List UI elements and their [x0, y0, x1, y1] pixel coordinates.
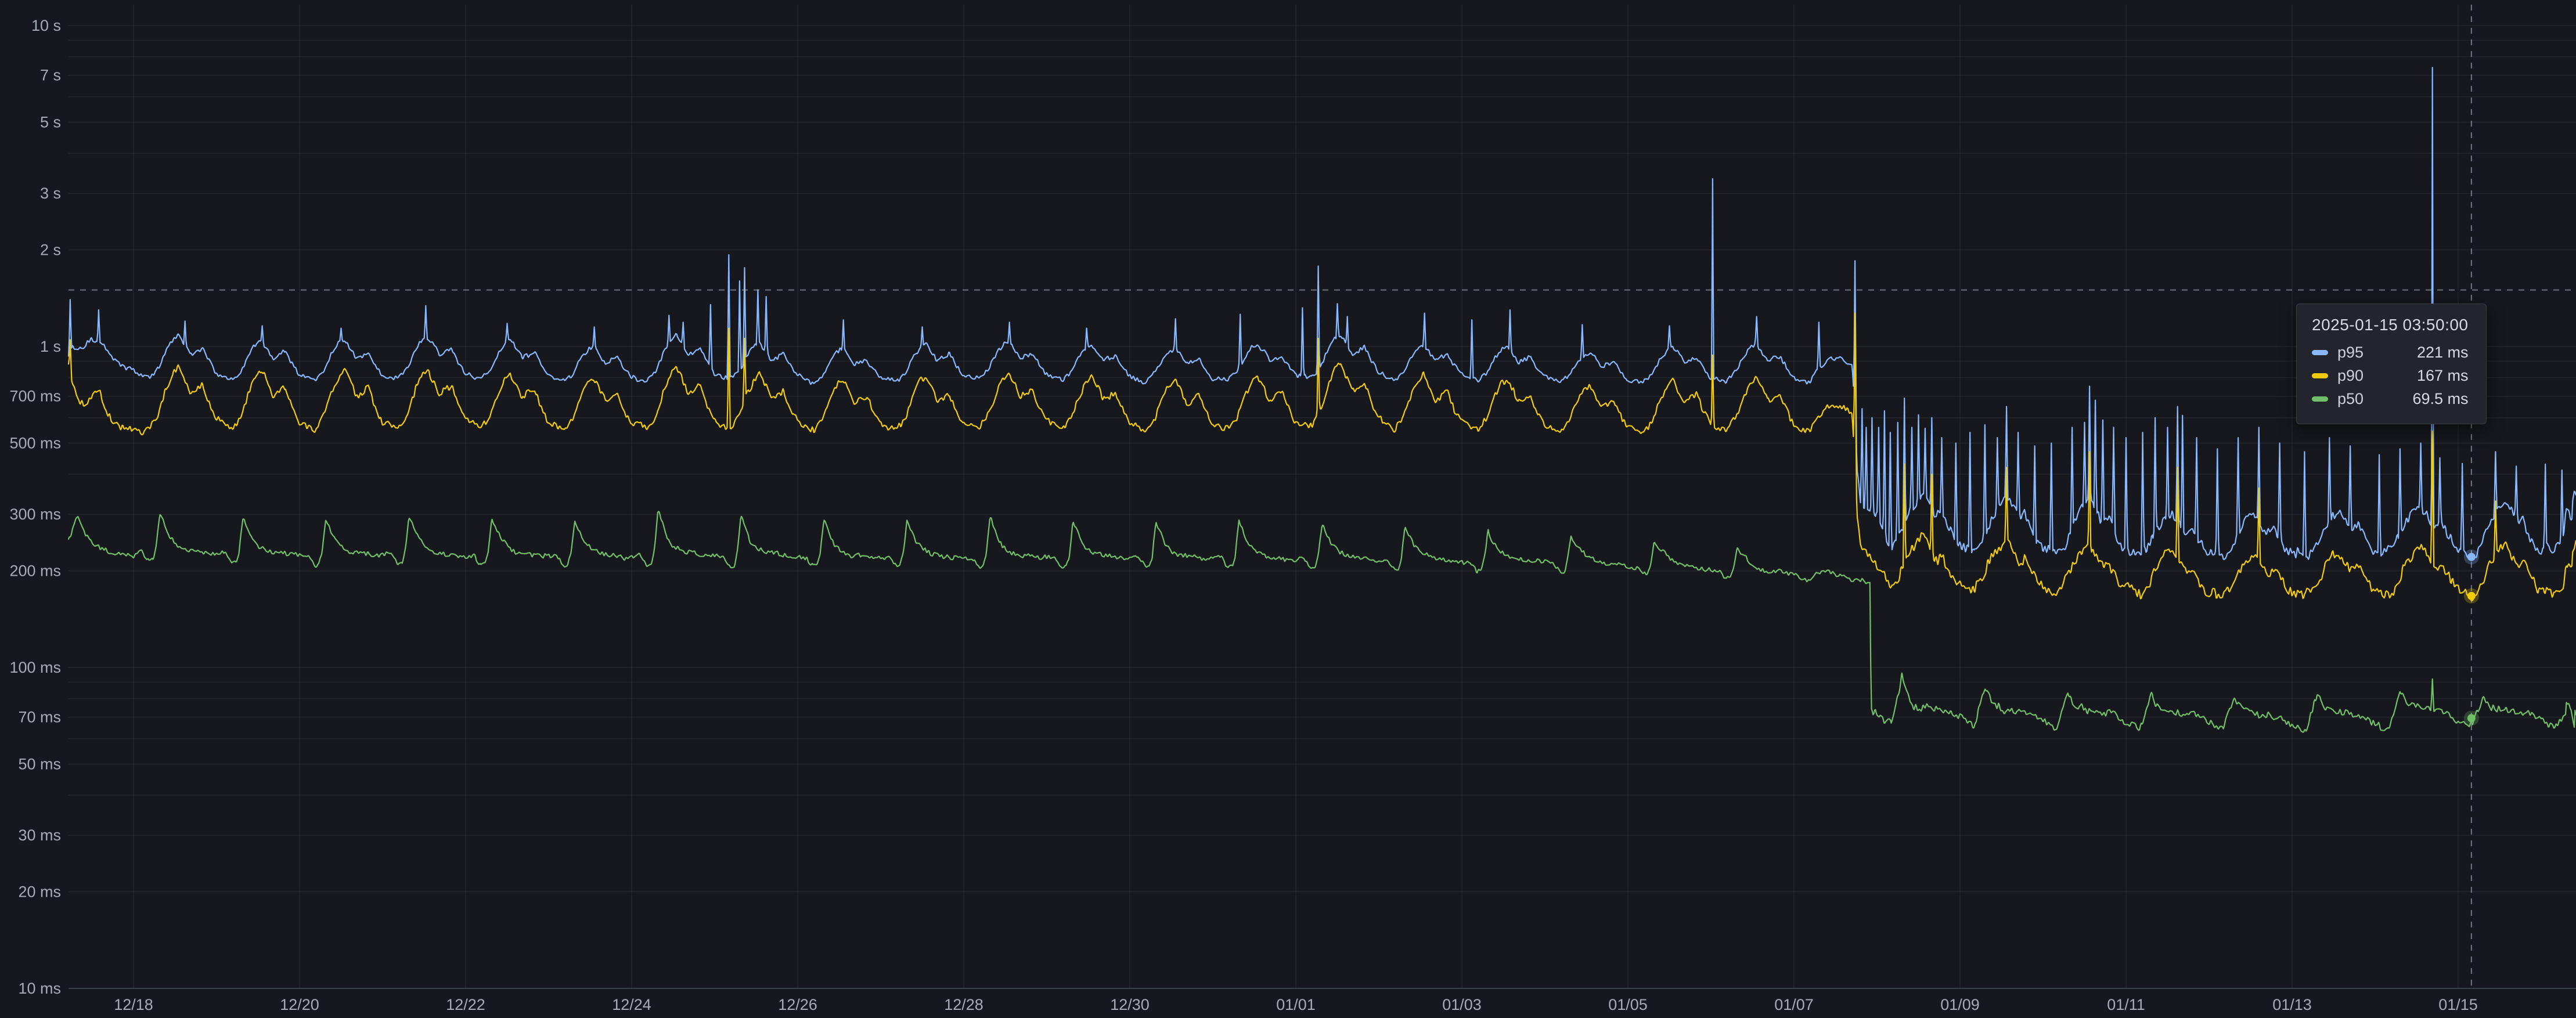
tooltip-series-value: 167 ms: [2416, 367, 2469, 384]
y-axis-label: 20 ms: [18, 883, 61, 901]
series-color-swatch-p95: [2312, 350, 2328, 355]
series-lines: [67, 67, 2576, 733]
tooltip-series-value: 69.5 ms: [2412, 390, 2469, 407]
y-axis-label: 100 ms: [9, 659, 61, 676]
series-p90-line: [67, 312, 2576, 601]
y-axis-label: 10 s: [31, 17, 61, 34]
y-axis-label: 5 s: [40, 113, 61, 131]
x-axis-label: 12/22: [446, 996, 485, 1013]
tooltip-row-p50: p50 69.5 ms: [2312, 390, 2469, 408]
x-axis-label: 12/20: [280, 996, 319, 1013]
tooltip-row-p95: p95 221 ms: [2312, 344, 2469, 362]
x-axis-label: 12/18: [114, 996, 153, 1013]
hover-dot-p50: [2467, 714, 2476, 723]
hover-dot-p95: [2467, 553, 2476, 561]
x-axis-label: 12/28: [944, 996, 983, 1013]
y-axis-labels: 10 s 7 s 5 s 3 s 2 s 1 s 700 ms 500 ms 300 ms 200…: [9, 17, 61, 997]
x-axis-label: 01/07: [1774, 996, 1814, 1013]
y-axis-label: 10 ms: [18, 980, 61, 997]
hover-dot-p90: [2467, 591, 2476, 600]
y-axis-label: 500 ms: [9, 434, 61, 452]
x-axis-label: 01/01: [1276, 996, 1316, 1013]
x-axis-label: 01/09: [1940, 996, 1980, 1013]
x-axis-label: 12/26: [778, 996, 817, 1013]
y-axis-label: 2 s: [40, 241, 61, 259]
tooltip-rows: p95 221 ms p90 167 ms p50 69.5 ms: [2312, 344, 2469, 408]
tooltip-series-value: 221 ms: [2416, 344, 2469, 361]
x-axis-labels: 12/18 12/20 12/22 12/24 12/26 12/28 12/30 01/01…: [114, 996, 2478, 1013]
tooltip-row-p90: p90 167 ms: [2312, 367, 2469, 385]
hover-point-markers: [2463, 549, 2479, 726]
series-color-swatch-p90: [2312, 373, 2328, 378]
crosshair: [69, 5, 2576, 988]
x-axis-label: 01/11: [2107, 996, 2145, 1013]
y-axis-label: 700 ms: [9, 388, 61, 405]
x-axis-label: 01/13: [2272, 996, 2312, 1013]
gridlines: [69, 5, 2576, 989]
x-axis-label: 01/03: [1442, 996, 1482, 1013]
y-axis-label: 50 ms: [18, 755, 61, 772]
x-axis-label: 01/05: [1608, 996, 1648, 1013]
tooltip-timestamp: 2025-01-15 03:50:00: [2312, 316, 2469, 334]
y-axis-label: 300 ms: [9, 506, 61, 523]
y-axis-label: 30 ms: [18, 826, 61, 844]
y-axis-label: 7 s: [40, 67, 61, 84]
x-axis-label: 12/24: [612, 996, 651, 1013]
tooltip-series-label: p50: [2337, 390, 2364, 407]
series-color-swatch-p50: [2312, 396, 2328, 402]
y-axis-label: 200 ms: [9, 562, 61, 580]
x-axis-label: 01/15: [2438, 996, 2478, 1013]
chart-tooltip: 2025-01-15 03:50:00 p95 221 ms p90 167 ms p5…: [2296, 304, 2487, 424]
y-axis-label: 3 s: [40, 185, 61, 202]
y-axis-label: 70 ms: [18, 709, 61, 726]
series-p95-line: [67, 67, 2576, 561]
y-axis-label: 1 s: [40, 338, 61, 355]
x-axis-label: 12/30: [1110, 996, 1150, 1013]
tooltip-series-label: p95: [2337, 344, 2364, 361]
tooltip-series-label: p90: [2337, 367, 2364, 384]
series-p50-line: [67, 511, 2576, 733]
